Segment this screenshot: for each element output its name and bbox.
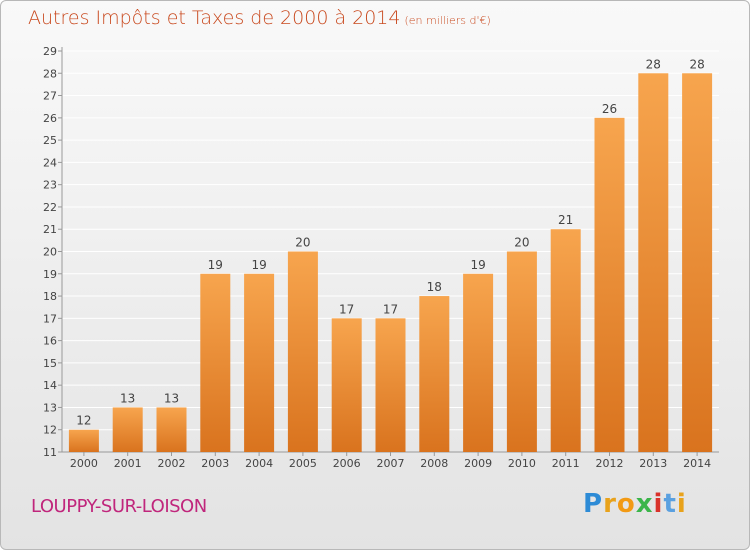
- bar-value-label: 13: [164, 391, 179, 405]
- y-tick-label: 20: [43, 246, 57, 259]
- chart-title-text: Autres Impôts et Taxes de 2000 à 2014: [28, 7, 401, 29]
- bar-value-label: 21: [558, 213, 573, 227]
- chart-subtitle: (en milliers d'€): [404, 14, 491, 27]
- chart-title: Autres Impôts et Taxes de 2000 à 2014 (en…: [28, 7, 491, 29]
- y-tick-label: 15: [43, 357, 57, 370]
- bar-value-label: 28: [646, 57, 661, 71]
- logo-letter: i: [676, 489, 687, 519]
- bar-value-label: 17: [383, 302, 398, 316]
- y-tick-label: 23: [43, 179, 57, 192]
- y-tick-label: 13: [43, 401, 57, 414]
- bar-value-label: 18: [427, 280, 442, 294]
- bar-value-label: 19: [208, 258, 223, 272]
- y-tick-label: 19: [43, 268, 57, 281]
- y-tick-label: 28: [43, 67, 57, 80]
- y-tick-label: 27: [43, 90, 57, 103]
- x-tick-label: 2004: [245, 457, 273, 470]
- y-tick-label: 17: [43, 312, 57, 325]
- x-tick-label: 2014: [683, 457, 711, 470]
- bar-value-label: 28: [689, 57, 704, 71]
- x-tick-label: 2008: [420, 457, 448, 470]
- x-tick-label: 2001: [114, 457, 142, 470]
- bar-value-label: 20: [295, 236, 310, 250]
- x-tick-label: 2007: [377, 457, 405, 470]
- bar: [463, 273, 494, 452]
- bar: [331, 318, 362, 452]
- y-tick-label: 24: [43, 156, 57, 169]
- logo-letter: x: [635, 489, 654, 519]
- y-tick-label: 22: [43, 201, 57, 214]
- y-tick-label: 18: [43, 290, 57, 303]
- x-tick-label: 2005: [289, 457, 317, 470]
- logo-letter: t: [663, 489, 677, 519]
- bar-value-label: 13: [120, 391, 135, 405]
- bar: [682, 73, 713, 453]
- bar: [375, 318, 406, 452]
- y-tick-label: 21: [43, 223, 57, 236]
- bar: [594, 117, 625, 452]
- bar: [112, 407, 143, 452]
- bar-value-label: 17: [339, 302, 354, 316]
- x-tick-label: 2012: [596, 457, 624, 470]
- bar: [506, 251, 537, 452]
- y-tick-label: 29: [43, 45, 57, 58]
- bar-value-label: 19: [470, 258, 485, 272]
- proxiti-logo: Proxiti: [583, 489, 687, 519]
- logo-letter: r: [603, 489, 617, 519]
- bar: [244, 273, 275, 452]
- y-tick-label: 11: [43, 446, 57, 459]
- bar: [419, 296, 450, 452]
- bar: [156, 407, 187, 452]
- x-tick-label: 2009: [464, 457, 492, 470]
- bar: [287, 251, 318, 452]
- logo-letter: i: [653, 489, 664, 519]
- bar-value-label: 26: [602, 102, 617, 116]
- x-tick-label: 2013: [639, 457, 667, 470]
- y-tick-label: 25: [43, 134, 57, 147]
- bar: [68, 429, 99, 452]
- x-tick-label: 2006: [333, 457, 361, 470]
- y-tick-label: 26: [43, 112, 57, 125]
- logo-letter: P: [583, 489, 604, 519]
- x-tick-label: 2002: [158, 457, 186, 470]
- bar: [200, 273, 231, 452]
- commune-name: LOUPPY-SUR-LOISON: [31, 496, 207, 517]
- bar: [638, 73, 669, 453]
- x-tick-label: 2011: [552, 457, 580, 470]
- bar-value-label: 19: [251, 258, 266, 272]
- bar-value-label: 12: [76, 414, 91, 428]
- y-tick-label: 16: [43, 335, 57, 348]
- x-tick-label: 2010: [508, 457, 536, 470]
- bar-value-label: 20: [514, 236, 529, 250]
- y-tick-label: 12: [43, 424, 57, 437]
- x-tick-label: 2003: [201, 457, 229, 470]
- bar: [550, 229, 581, 452]
- logo-letter: o: [616, 489, 636, 519]
- y-tick-label: 14: [43, 379, 57, 392]
- x-tick-label: 2000: [70, 457, 98, 470]
